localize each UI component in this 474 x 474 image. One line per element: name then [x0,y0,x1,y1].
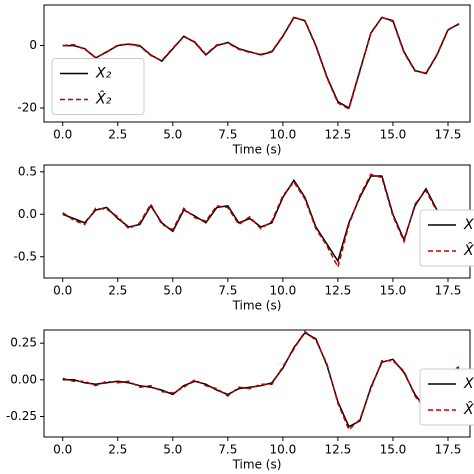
x-tick-label: 5.0 [163,284,182,298]
legend-label: X₂ [95,66,112,82]
series-line [62,173,460,270]
x-tick-label: 5.0 [163,128,182,142]
series-line [62,175,460,263]
legend-label: X̂ [463,401,474,418]
legend-label: X̂ [463,242,474,259]
x-tick-label: 17.5 [435,443,462,457]
subplot: 0.0 2.5 5.0 7.5 10.0 12.5 15.0 17.5 -0.25 0.00 0.2… [6,329,474,472]
x-tick-label: 10.0 [270,443,297,457]
subplot: 0.0 2.5 5.0 7.5 10.0 12.5 15.0 17.5 -0.5 0.0 0.5 Ti… [14,164,474,313]
axes-frame [43,4,471,123]
x-tick-label: 7.5 [218,284,237,298]
legend-label: X [463,217,474,233]
y-tick-label: -0.5 [14,249,37,263]
x-tick-label: 15.0 [380,284,407,298]
x-tick-label: 15.0 [380,443,407,457]
axes-frame [43,164,471,279]
x-tick-label: 7.5 [218,443,237,457]
x-tick-label: 10.0 [270,128,297,142]
x-tick-label: 17.5 [435,284,462,298]
y-tick-label: 0.5 [18,164,37,178]
series-line [62,331,460,428]
x-tick-label: 12.5 [325,443,352,457]
x-axis-label: Time (s) [232,458,282,472]
series-line [62,15,460,110]
legend-label: X [463,376,474,392]
y-tick-label: -20 [17,100,37,114]
x-axis-label: Time (s) [232,143,282,157]
x-tick-label: 0.0 [53,284,72,298]
x-tick-label: 5.0 [163,443,182,457]
x-tick-label: 0.0 [53,128,72,142]
legend-box [51,58,145,115]
x-tick-label: 15.0 [380,128,407,142]
y-tick-label: 0.25 [10,336,37,350]
x-axis-label: Time (s) [232,299,282,313]
subplot: 0.0 2.5 5.0 7.5 10.0 12.5 15.0 17.5 -20 0 Time (s)… [17,4,471,157]
x-tick-label: 2.5 [108,443,127,457]
x-tick-label: 12.5 [325,284,352,298]
x-tick-label: 2.5 [108,284,127,298]
x-tick-label: 12.5 [325,128,352,142]
legend-box [419,209,474,267]
y-tick-label: 0 [29,38,37,52]
y-tick-label: 0.0 [18,207,37,221]
legend-label: X̂₂ [95,91,112,108]
x-tick-label: 2.5 [108,128,127,142]
x-tick-label: 17.5 [435,128,462,142]
axes-frame [43,329,471,438]
x-tick-label: 10.0 [270,284,297,298]
legend-box [419,368,474,426]
y-tick-label: -0.25 [6,409,37,423]
y-tick-label: 0.00 [10,372,37,386]
x-tick-label: 0.0 [53,443,72,457]
x-tick-label: 7.5 [218,128,237,142]
series-line [62,330,460,431]
